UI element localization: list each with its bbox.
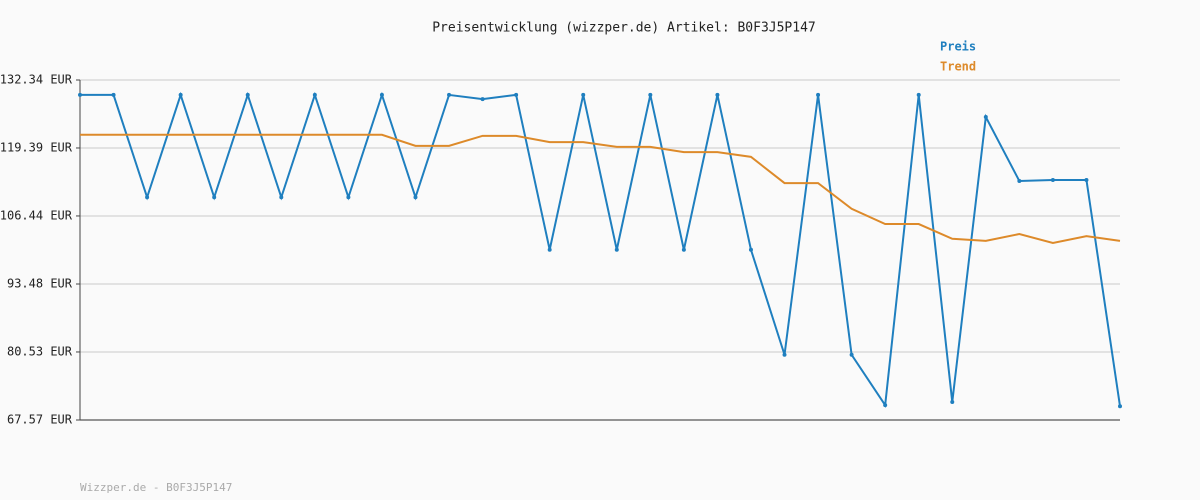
point bbox=[111, 92, 116, 97]
point bbox=[816, 92, 821, 97]
y-tick-label: 80.53 EUR bbox=[7, 344, 73, 358]
point bbox=[883, 403, 888, 408]
point bbox=[916, 92, 921, 97]
point bbox=[413, 195, 418, 200]
point bbox=[379, 92, 384, 97]
point bbox=[346, 195, 351, 200]
point bbox=[447, 92, 452, 97]
point bbox=[1084, 177, 1089, 182]
point bbox=[245, 92, 250, 97]
point bbox=[1118, 404, 1122, 409]
point bbox=[581, 92, 586, 97]
chart-title: Preisentwicklung (wizzper.de) Artikel: B… bbox=[432, 21, 816, 36]
point bbox=[78, 92, 82, 97]
point bbox=[279, 195, 284, 200]
point bbox=[681, 247, 686, 252]
series-line bbox=[80, 91, 1121, 408]
legend-label: Preis bbox=[940, 40, 976, 54]
point bbox=[614, 247, 619, 252]
legend-label: Trend bbox=[940, 60, 976, 74]
y-tick-label: 106.44 EUR bbox=[0, 208, 73, 222]
footer: Wizzper.de - B0F3J5P147 bbox=[80, 481, 232, 494]
y-tick-label: 132.34 EUR bbox=[0, 73, 73, 87]
point bbox=[849, 352, 854, 357]
point bbox=[1017, 178, 1022, 183]
point bbox=[782, 352, 787, 357]
point bbox=[145, 195, 150, 200]
point bbox=[715, 92, 720, 97]
point bbox=[648, 92, 653, 97]
point bbox=[1050, 177, 1055, 182]
point bbox=[547, 247, 552, 252]
point bbox=[748, 247, 753, 252]
y-tick-label: 93.48 EUR bbox=[7, 276, 73, 290]
point bbox=[950, 399, 955, 404]
point bbox=[178, 92, 183, 97]
y-tick-label: 67.57 EUR bbox=[7, 413, 73, 427]
point bbox=[514, 92, 519, 97]
point bbox=[983, 114, 988, 119]
point bbox=[212, 195, 217, 200]
series-line bbox=[80, 133, 1121, 244]
point bbox=[480, 97, 485, 102]
point bbox=[312, 92, 317, 97]
y-tick-label: 119.39 EUR bbox=[0, 140, 73, 154]
